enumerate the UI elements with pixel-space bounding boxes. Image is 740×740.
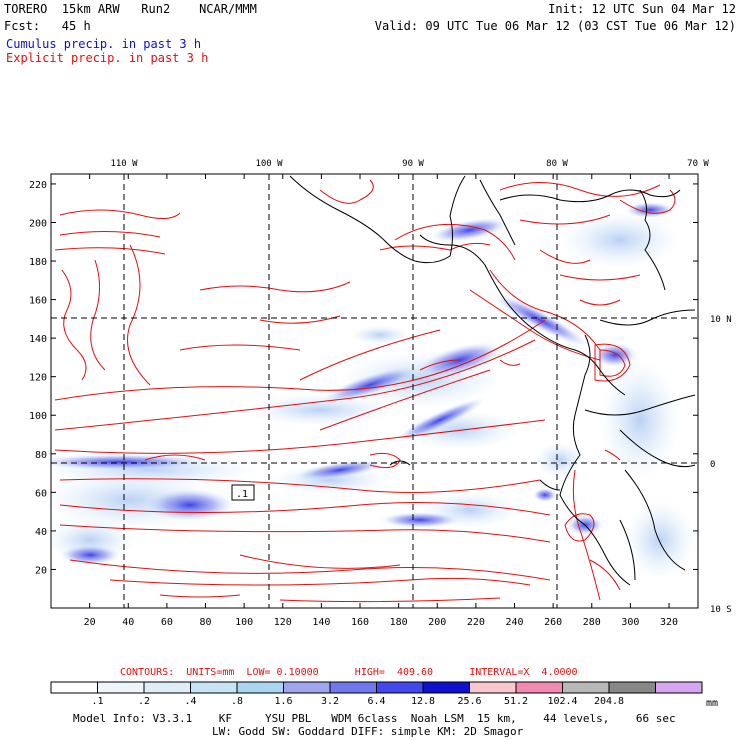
colorbar-label: 51.2 [504,696,528,707]
longitude-labels: 110 W 100 W 90 W 80 W 70 W [110,159,709,169]
y-tick-label: 60 [35,488,47,499]
heavy-precip-field [51,202,675,565]
colorbar-label: 1.6 [274,696,292,707]
colorbar-label: 6.4 [367,696,385,707]
latitude-label: 10 N [710,315,732,325]
colorbar-swatch [329,681,377,694]
latitude-label: 10 S [710,605,732,615]
x-tick-label: 320 [660,617,678,628]
contour-mark-box [231,484,255,501]
x-tick-label: 140 [312,617,330,628]
y-tick-label: 220 [29,180,47,191]
x-axis-ticks [89,174,670,608]
longitude-label: 80 W [546,159,568,169]
x-tick-label: 120 [274,617,292,628]
colorbar-label: 204.8 [594,696,624,707]
x-tick-label: 260 [544,617,562,628]
valid-time: Valid: 09 UTC Tue 06 Mar 12 (03 CST Tue … [374,19,736,33]
colorbar-swatch [515,681,563,694]
colorbar-labels: .1 .2 .4 .8 1.6 3.2 6.4 12.8 25.6 51.2 102.4 204.8 [91,696,624,707]
colorbar-swatch [608,681,656,694]
colorbar-swatch [283,681,331,694]
colorbar [50,681,703,694]
colorbar-swatch [655,681,703,694]
model-info-2: LW: Godd SW: Goddard DIFF: simple KM: 2D… [212,725,524,738]
y-axis-labels: 220 200 180 160 140 120 100 80 60 40 20 [29,180,47,577]
y-tick-label: 20 [35,565,47,576]
x-tick-label: 40 [122,617,134,628]
y-tick-label: 140 [29,334,47,345]
x-tick-label: 240 [505,617,523,628]
latitude-labels: 10 N 0 10 S [710,315,732,615]
colorbar-swatch [236,681,284,694]
colorbar-label: 12.8 [411,696,435,707]
colorbar-swatch [190,681,238,694]
longitude-label: 70 W [687,159,709,169]
x-axis-labels: 20 40 60 80 100 120 140 160 180 200 220 240 260 280 30… [84,617,678,628]
coastlines [289,175,696,586]
x-tick-label: 200 [428,617,446,628]
contours-info: CONTOURS: UNITS=mm LOW= 0.10000 HIGH= 40… [120,667,578,678]
map-frame [50,173,699,609]
colorbar-label: 102.4 [547,696,577,707]
cumulus-precip-label: Cumulus precip. in past 3 h [6,37,202,51]
y-tick-label: 200 [29,218,47,229]
colorbar-label: 3.2 [321,696,339,707]
colorbar-label: .1 [91,696,103,707]
colorbar-unit: mm [706,698,719,709]
colorbar-swatch [562,681,610,694]
colorbar-label: .2 [138,696,150,707]
init-time: Init: 12 UTC Sun 04 Mar 12 [548,2,736,16]
longitude-label: 110 W [110,159,138,169]
x-tick-label: 20 [84,617,96,628]
colorbar-swatch [50,681,98,694]
colorbar-swatch [97,681,145,694]
colorbar-swatch [422,681,470,694]
x-tick-label: 300 [621,617,639,628]
colorbar-swatch [376,681,424,694]
y-tick-label: 40 [35,527,47,538]
colorbar-label: .4 [184,696,196,707]
explicit-precip-contours [54,179,676,603]
x-tick-label: 280 [583,617,601,628]
colorbar-swatch [469,681,517,694]
colorbar-label: 25.6 [457,696,481,707]
lat-lon-grid [51,174,698,608]
y-tick-label: 100 [29,411,47,422]
map-content: .1 [51,174,698,608]
model-info-1: Model Info: V3.3.1 KF YSU PBL WDM 6class… [73,712,676,725]
x-tick-label: 80 [199,617,211,628]
model-title: TORERO 15km ARW Run2 NCAR/MMM [4,2,257,16]
x-tick-label: 60 [161,617,173,628]
y-tick-label: 80 [35,450,47,461]
y-tick-label: 180 [29,257,47,268]
colorbar-label: .8 [231,696,243,707]
contour-mark: .1 [236,489,248,500]
longitude-label: 100 W [255,159,283,169]
colorbar-swatch [143,681,191,694]
x-tick-label: 160 [351,617,369,628]
y-axis-ticks [51,183,698,570]
latitude-label: 0 [710,460,715,470]
x-tick-label: 100 [235,617,253,628]
longitude-label: 90 W [402,159,424,169]
x-tick-label: 220 [467,617,485,628]
y-tick-label: 160 [29,296,47,307]
y-tick-label: 120 [29,373,47,384]
x-tick-label: 180 [390,617,408,628]
explicit-precip-label: Explicit precip. in past 3 h [6,51,209,65]
forecast-hour: Fcst: 45 h [4,19,91,33]
